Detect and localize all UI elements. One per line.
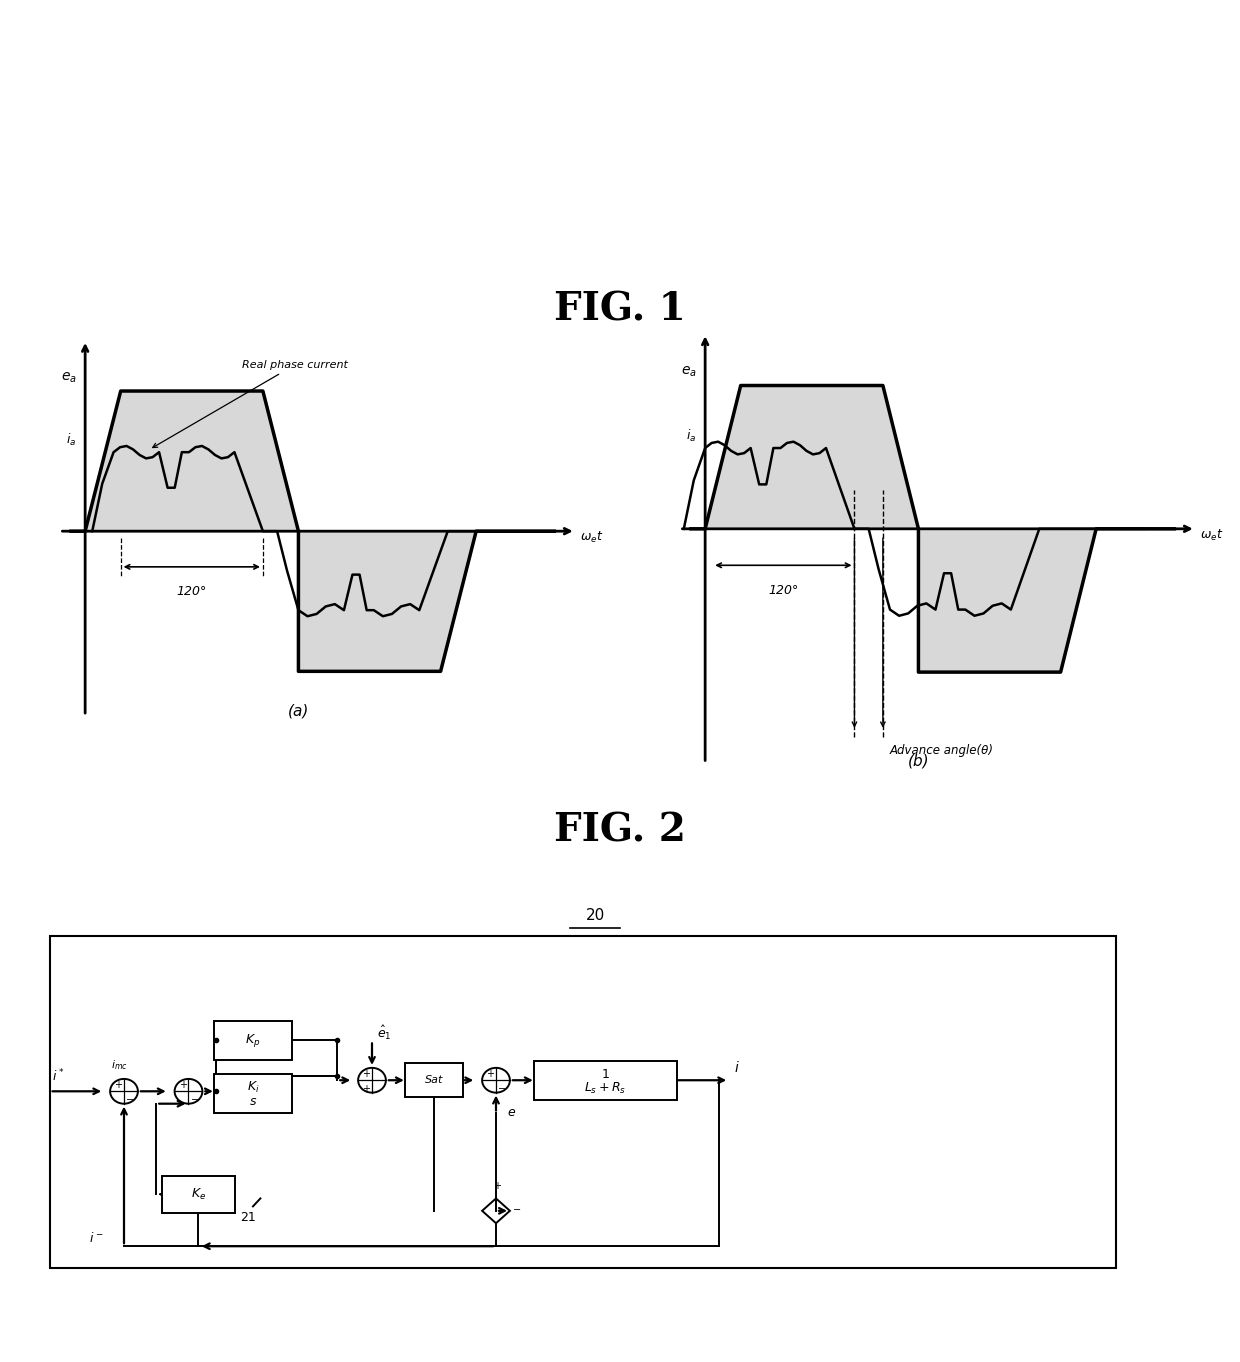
FancyBboxPatch shape bbox=[404, 1062, 464, 1098]
Text: FIG. 1: FIG. 1 bbox=[554, 291, 686, 328]
Text: $\omega_e t$: $\omega_e t$ bbox=[580, 530, 604, 545]
Text: $1$: $1$ bbox=[600, 1068, 610, 1080]
Text: $s$: $s$ bbox=[249, 1095, 257, 1107]
Text: Real phase current: Real phase current bbox=[153, 360, 347, 448]
Text: (a): (a) bbox=[288, 704, 309, 719]
Text: $i_a$: $i_a$ bbox=[687, 428, 697, 444]
Text: −: − bbox=[513, 1205, 522, 1215]
FancyBboxPatch shape bbox=[533, 1061, 677, 1099]
Text: 21: 21 bbox=[241, 1211, 257, 1223]
Text: +: + bbox=[494, 1181, 501, 1190]
Text: Advance angle(θ): Advance angle(θ) bbox=[890, 744, 994, 757]
Text: $K_p$: $K_p$ bbox=[246, 1032, 260, 1049]
Text: $e_a$: $e_a$ bbox=[681, 365, 697, 379]
Text: +: + bbox=[486, 1069, 494, 1079]
Text: $e$: $e$ bbox=[507, 1106, 516, 1118]
Text: −: − bbox=[191, 1095, 200, 1105]
Text: $i^*$: $i^*$ bbox=[52, 1068, 64, 1084]
Text: (b): (b) bbox=[908, 755, 929, 770]
Text: 20: 20 bbox=[585, 908, 605, 923]
FancyBboxPatch shape bbox=[213, 1075, 293, 1113]
Text: $L_s+R_s$: $L_s+R_s$ bbox=[584, 1080, 626, 1095]
Text: 120°: 120° bbox=[769, 583, 799, 597]
Text: $\hat{e}_1$: $\hat{e}_1$ bbox=[377, 1024, 392, 1042]
Text: $\omega_e t$: $\omega_e t$ bbox=[1200, 528, 1224, 543]
Text: $e_a$: $e_a$ bbox=[61, 370, 77, 384]
Text: $i_{mc}$: $i_{mc}$ bbox=[110, 1058, 128, 1072]
Text: −: − bbox=[126, 1095, 135, 1105]
Text: $K_i$: $K_i$ bbox=[247, 1080, 259, 1095]
FancyBboxPatch shape bbox=[161, 1175, 236, 1212]
FancyBboxPatch shape bbox=[213, 1022, 293, 1060]
Text: $i_a$: $i_a$ bbox=[67, 432, 77, 448]
Text: $i$: $i$ bbox=[734, 1060, 740, 1075]
Text: −: − bbox=[498, 1084, 507, 1094]
Text: +: + bbox=[114, 1080, 122, 1090]
Text: +: + bbox=[179, 1080, 186, 1090]
Text: FIG. 2: FIG. 2 bbox=[554, 812, 686, 850]
Text: $i^-$: $i^-$ bbox=[89, 1231, 104, 1245]
Text: Sat: Sat bbox=[425, 1075, 443, 1086]
Text: 120°: 120° bbox=[176, 584, 207, 598]
Text: $K_e$: $K_e$ bbox=[191, 1186, 206, 1201]
Text: +: + bbox=[362, 1084, 370, 1094]
Text: +: + bbox=[362, 1069, 370, 1079]
